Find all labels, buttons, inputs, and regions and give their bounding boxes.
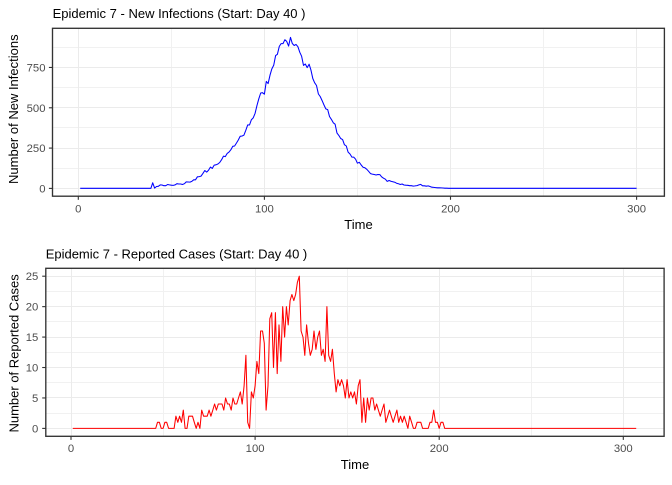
svg-text:Epidemic 7 - New Infections (S: Epidemic 7 - New Infections (Start: Day … bbox=[53, 6, 306, 21]
svg-text:0: 0 bbox=[32, 423, 38, 435]
svg-text:100: 100 bbox=[255, 203, 274, 215]
svg-text:250: 250 bbox=[27, 143, 46, 155]
svg-text:Number of Reported Cases: Number of Reported Cases bbox=[7, 274, 22, 433]
svg-text:300: 300 bbox=[614, 443, 633, 455]
svg-text:200: 200 bbox=[441, 203, 460, 215]
svg-text:25: 25 bbox=[26, 271, 39, 283]
svg-text:Number of New Infections: Number of New Infections bbox=[6, 34, 21, 184]
svg-text:200: 200 bbox=[430, 443, 449, 455]
svg-text:Time: Time bbox=[341, 457, 369, 472]
svg-text:5: 5 bbox=[32, 393, 38, 405]
svg-text:15: 15 bbox=[26, 332, 39, 344]
svg-text:10: 10 bbox=[26, 363, 39, 375]
svg-text:750: 750 bbox=[27, 63, 46, 75]
svg-text:0: 0 bbox=[75, 203, 81, 215]
svg-text:Time: Time bbox=[344, 217, 372, 232]
svg-text:500: 500 bbox=[27, 103, 46, 115]
svg-text:0: 0 bbox=[39, 183, 45, 195]
svg-text:300: 300 bbox=[627, 203, 646, 215]
svg-text:0: 0 bbox=[68, 443, 74, 455]
svg-text:100: 100 bbox=[246, 443, 265, 455]
svg-text:Epidemic 7 - Reported Cases (S: Epidemic 7 - Reported Cases (Start: Day … bbox=[46, 247, 308, 262]
svg-text:20: 20 bbox=[26, 302, 39, 314]
